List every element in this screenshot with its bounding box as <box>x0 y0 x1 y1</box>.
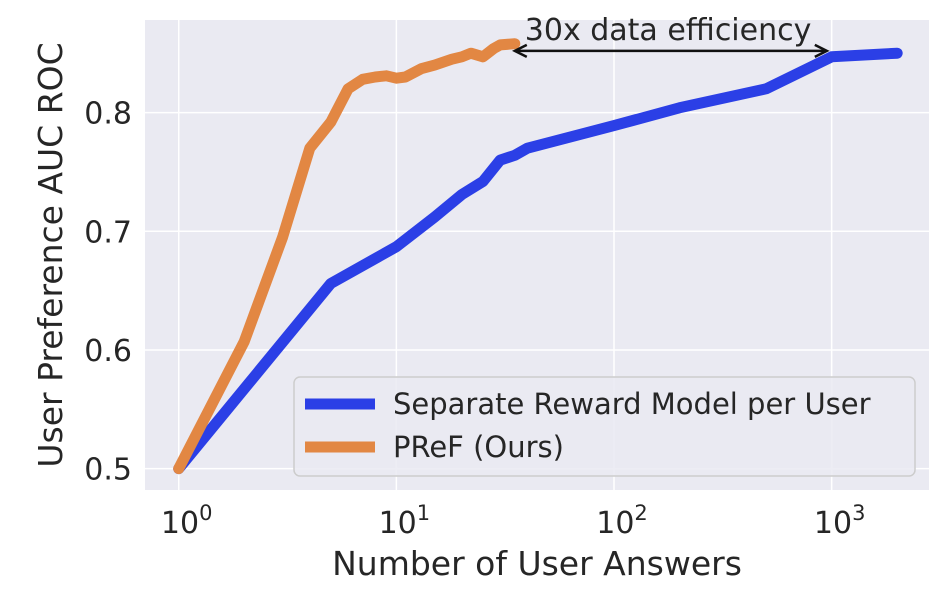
x-tick-label: 103 <box>814 501 866 541</box>
x-axis-title: Number of User Answers <box>332 544 742 583</box>
grid <box>145 20 929 490</box>
x-tick-label: 102 <box>596 501 648 541</box>
x-tick-base: 10 <box>379 506 417 541</box>
legend-label-pref: PReF (Ours) <box>393 430 564 464</box>
x-tick-exponent: 0 <box>199 501 212 525</box>
legend-box <box>293 376 916 477</box>
x-tick-exponent: 3 <box>852 501 865 525</box>
y-tick-label: 0.5 <box>84 453 132 488</box>
x-tick-label: 100 <box>161 501 213 541</box>
series-line-pref <box>173 38 521 475</box>
series-layer <box>173 38 903 475</box>
legend-label-separate-reward-model: Separate Reward Model per User <box>393 387 871 421</box>
series-line-separate-reward-model <box>173 47 903 475</box>
annotation-text: 30x data efficiency <box>525 13 812 48</box>
y-tick-label: 0.8 <box>84 97 132 132</box>
y-tick-label: 0.7 <box>84 215 132 250</box>
y-tick-label: 0.6 <box>84 334 132 369</box>
x-tick-base: 10 <box>596 506 634 541</box>
x-tick-exponent: 2 <box>634 501 647 525</box>
y-tick-labels: 0.5 0.6 0.7 0.8 <box>84 97 132 488</box>
annotation: 30x data efficiency <box>511 13 830 58</box>
x-tick-labels: 100 101 102 103 <box>161 501 866 541</box>
y-axis-title: User Preference AUC ROC <box>31 42 70 467</box>
x-tick-base: 10 <box>161 506 199 541</box>
x-tick-label: 101 <box>379 501 431 541</box>
annotation-arrowhead-left <box>511 43 528 58</box>
x-tick-base: 10 <box>814 506 852 541</box>
x-tick-exponent: 1 <box>417 501 430 525</box>
legend: Separate Reward Model per User PReF (Our… <box>293 376 916 477</box>
annotation-arrowhead-right <box>814 43 830 58</box>
